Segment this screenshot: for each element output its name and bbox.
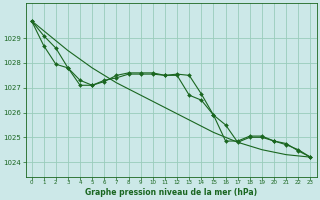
X-axis label: Graphe pression niveau de la mer (hPa): Graphe pression niveau de la mer (hPa): [85, 188, 257, 197]
